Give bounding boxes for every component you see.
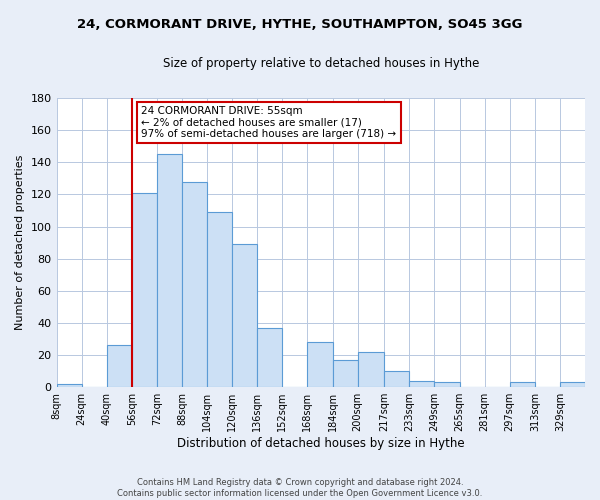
- Bar: [157, 154, 182, 387]
- Bar: [332, 360, 358, 387]
- Bar: [510, 382, 535, 387]
- Text: 24 CORMORANT DRIVE: 55sqm
← 2% of detached houses are smaller (17)
97% of semi-d: 24 CORMORANT DRIVE: 55sqm ← 2% of detach…: [141, 106, 397, 140]
- Bar: [132, 193, 157, 387]
- Bar: [434, 382, 460, 387]
- Bar: [307, 342, 332, 387]
- Text: Contains HM Land Registry data © Crown copyright and database right 2024.
Contai: Contains HM Land Registry data © Crown c…: [118, 478, 482, 498]
- Bar: [107, 346, 132, 387]
- Bar: [358, 352, 384, 387]
- Bar: [560, 382, 585, 387]
- Bar: [409, 381, 434, 387]
- Bar: [182, 182, 207, 387]
- Title: Size of property relative to detached houses in Hythe: Size of property relative to detached ho…: [163, 58, 479, 70]
- Bar: [257, 328, 283, 387]
- Bar: [56, 384, 82, 387]
- Bar: [207, 212, 232, 387]
- Bar: [232, 244, 257, 387]
- Text: 24, CORMORANT DRIVE, HYTHE, SOUTHAMPTON, SO45 3GG: 24, CORMORANT DRIVE, HYTHE, SOUTHAMPTON,…: [77, 18, 523, 30]
- X-axis label: Distribution of detached houses by size in Hythe: Distribution of detached houses by size …: [177, 437, 464, 450]
- Y-axis label: Number of detached properties: Number of detached properties: [15, 155, 25, 330]
- Bar: [384, 371, 409, 387]
